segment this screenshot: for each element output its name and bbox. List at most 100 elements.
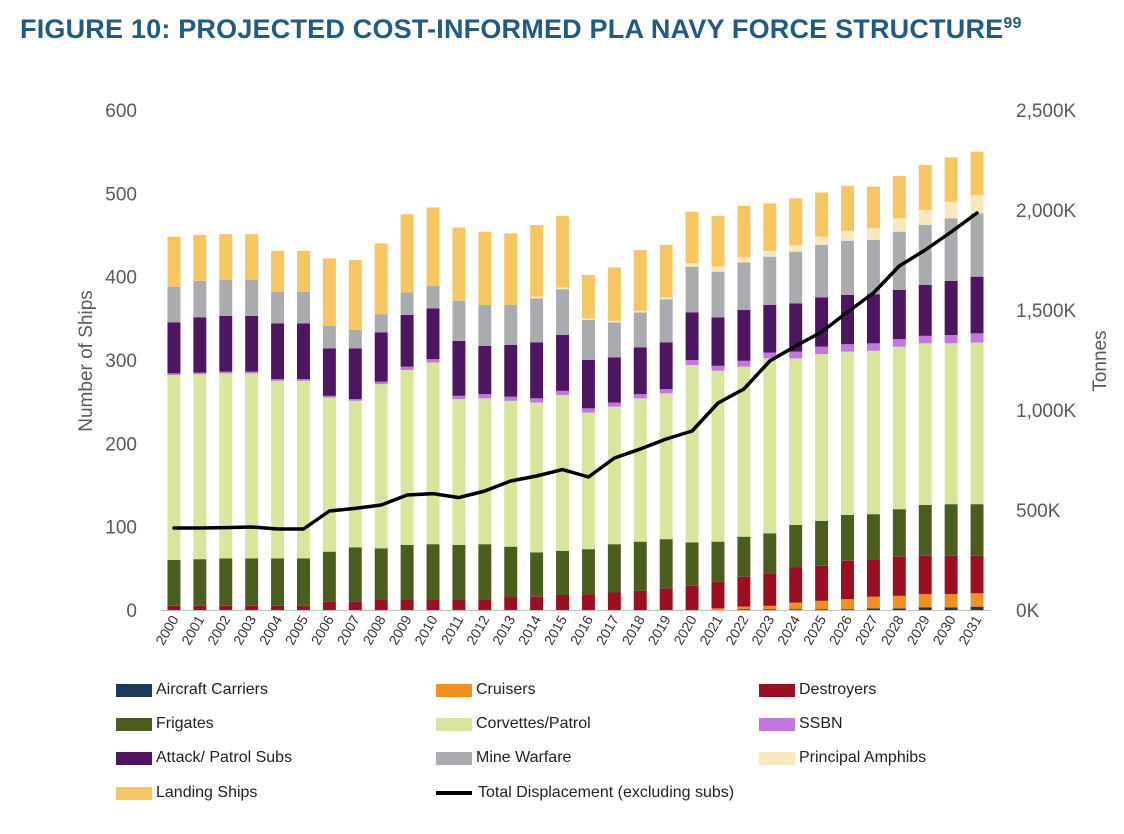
bar-segment bbox=[815, 565, 829, 601]
bar-segment bbox=[297, 605, 310, 610]
bar-segment bbox=[478, 544, 492, 600]
legend-item: Destroyers bbox=[759, 680, 876, 700]
bar-segment bbox=[193, 235, 207, 281]
bar-segment bbox=[167, 322, 181, 374]
bar-segment bbox=[374, 600, 388, 610]
x-tick-label: 2022 bbox=[722, 612, 752, 647]
bar-segment bbox=[892, 509, 906, 557]
x-tick-label: 2018 bbox=[618, 612, 648, 647]
bar-segment bbox=[245, 371, 259, 374]
bar-segment bbox=[970, 342, 984, 505]
bar-segment bbox=[245, 234, 259, 280]
bar-segment bbox=[841, 240, 854, 295]
bar-segment bbox=[685, 542, 699, 586]
bar-segment bbox=[763, 352, 777, 359]
bar-segment bbox=[348, 601, 362, 610]
bar-segment bbox=[193, 280, 207, 318]
bar-segment bbox=[685, 585, 699, 610]
total-displacement-line bbox=[172, 211, 979, 531]
bar-segment bbox=[892, 218, 906, 232]
bar-segment bbox=[737, 536, 751, 577]
x-tick-label: 2008 bbox=[359, 612, 389, 647]
legend-swatch bbox=[116, 683, 152, 697]
x-tick-label: 2028 bbox=[877, 612, 907, 647]
bar-segment bbox=[685, 211, 699, 264]
bar-segment bbox=[271, 323, 285, 380]
bar-segment bbox=[841, 560, 854, 600]
x-tick-label: 2019 bbox=[644, 612, 674, 647]
bar-segment bbox=[607, 544, 621, 593]
y-tick-label: 200 bbox=[105, 434, 137, 455]
x-tick-label: 2027 bbox=[852, 612, 882, 647]
bar-segment bbox=[892, 339, 906, 347]
bar-segment bbox=[581, 594, 595, 610]
legend-item: Cruisers bbox=[436, 680, 536, 700]
legend-item: Mine Warfare bbox=[436, 748, 571, 768]
bar-segment bbox=[892, 608, 906, 610]
bar-segment bbox=[737, 366, 751, 537]
bar-segment bbox=[245, 558, 259, 606]
bar-segment bbox=[918, 594, 932, 608]
bar-segment bbox=[711, 266, 725, 272]
bar-segment bbox=[607, 267, 621, 321]
legend-label: Cruisers bbox=[476, 681, 536, 698]
bar-segment bbox=[789, 358, 803, 525]
y2-tick-label: 2,500K bbox=[1016, 101, 1077, 122]
bar-segment bbox=[400, 366, 414, 370]
bar-segment bbox=[400, 600, 414, 610]
bar-segment bbox=[219, 373, 233, 559]
bar-segment bbox=[245, 280, 259, 316]
bar-segment bbox=[944, 504, 958, 556]
bar-segment bbox=[685, 266, 699, 313]
bar-segment bbox=[711, 271, 725, 318]
bar-segment bbox=[970, 593, 984, 607]
legend-swatch bbox=[436, 791, 472, 795]
y2-tick-label: 1,500K bbox=[1016, 301, 1077, 322]
x-tick-label: 2016 bbox=[567, 612, 597, 647]
x-tick-label: 2031 bbox=[955, 612, 985, 647]
bar-segment bbox=[737, 606, 751, 610]
x-tick-label: 2010 bbox=[411, 612, 441, 647]
bar-segment bbox=[219, 280, 233, 316]
bar-segment bbox=[763, 358, 777, 534]
y-tick-label: 500 bbox=[105, 184, 137, 205]
bar-segment bbox=[452, 300, 466, 341]
bar-segment bbox=[711, 317, 725, 366]
bar-segment bbox=[918, 607, 932, 610]
bar-segment bbox=[866, 350, 880, 515]
bar-segment bbox=[763, 573, 777, 606]
bar-segment bbox=[581, 549, 595, 595]
legend-swatch bbox=[759, 683, 795, 697]
bar-segment bbox=[789, 567, 803, 603]
bar-segment bbox=[271, 558, 285, 606]
bar-segment bbox=[400, 315, 414, 367]
legend-label: Corvettes/Patrol bbox=[476, 715, 591, 732]
bar-segment bbox=[944, 157, 958, 202]
bar-segment bbox=[918, 285, 932, 336]
x-tick-label: 2030 bbox=[929, 612, 959, 647]
bar-segment bbox=[426, 359, 440, 363]
bar-segment bbox=[297, 379, 310, 381]
bar-segment bbox=[219, 371, 233, 374]
bar-segment bbox=[866, 240, 880, 295]
bar-segment bbox=[167, 373, 181, 375]
bar-segment bbox=[374, 381, 388, 385]
bar-segment bbox=[478, 345, 492, 395]
bar-segment bbox=[400, 292, 414, 315]
bar-segment bbox=[426, 600, 440, 610]
legend-label: Principal Amphibs bbox=[799, 749, 927, 766]
bar-segment bbox=[944, 607, 958, 610]
x-tick-label: 2012 bbox=[463, 612, 493, 647]
x-tick-label: 2006 bbox=[308, 612, 338, 647]
bar-segment bbox=[841, 295, 854, 345]
bar-segment bbox=[452, 340, 466, 396]
y-tick-label: 300 bbox=[105, 351, 137, 372]
bar-segment bbox=[322, 395, 336, 398]
bar-segment bbox=[633, 541, 647, 591]
bar-segment bbox=[219, 315, 233, 372]
bar-segment bbox=[374, 314, 388, 333]
bar-segment bbox=[374, 548, 388, 600]
x-tick-label: 2001 bbox=[178, 612, 208, 647]
bar-segment bbox=[348, 547, 362, 602]
bar-segment bbox=[659, 299, 673, 343]
